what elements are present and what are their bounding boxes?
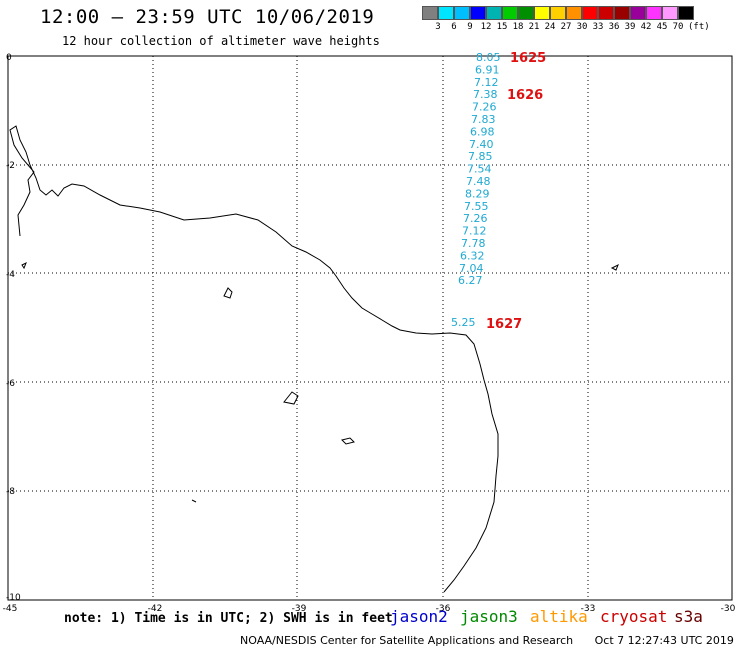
legend-swatch [662, 6, 678, 20]
map-title: 12:00 — 23:59 UTC 10/06/2019 [40, 6, 375, 28]
y-tick-label: -2 [6, 161, 15, 171]
legend-unit: (ft) [688, 22, 710, 32]
wave-height-label: 7.85 [468, 150, 493, 163]
legend-swatch [630, 6, 646, 20]
satellite-name: altika [530, 607, 588, 626]
wave-height-values: 8.056.917.127.387.267.836.987.407.857.54… [451, 51, 501, 329]
legend-labels: 3 6 9 12 15 18 21 24 27 30 33 36 39 42 45 70 (ft) [422, 22, 710, 32]
wave-height-label: 6.27 [458, 274, 483, 287]
pass-number-label: 1627 [486, 317, 522, 332]
pass-number-label: 1625 [510, 51, 546, 66]
y-tick-label: -10 [6, 593, 21, 603]
legend-label: 15 [496, 22, 508, 32]
footer-note: note: 1) Time is in UTC; 2) SWH is in fe… [64, 611, 393, 626]
island-d [21, 261, 27, 270]
wave-height-label: 7.83 [471, 113, 496, 126]
grid-lines [8, 56, 732, 600]
map-subtitle: 12 hour collection of altimeter wave hei… [62, 34, 380, 48]
island-a [223, 287, 233, 299]
x-tick-label: -39 [292, 604, 307, 614]
legend-swatch [470, 6, 486, 20]
legend-swatch [454, 6, 470, 20]
legend-swatch [486, 6, 502, 20]
satellite-name: jason2 [390, 607, 448, 626]
wave-height-label: 7.26 [472, 101, 497, 114]
legend-swatch [518, 6, 534, 20]
x-tick-label: -45 [3, 604, 18, 614]
wave-height-label: 7.04 [459, 262, 484, 275]
wave-height-label: 6.98 [470, 125, 495, 138]
map-frame [7, 55, 733, 601]
island-f [191, 499, 197, 503]
legend-label: 12 [480, 22, 492, 32]
wave-height-label: 6.32 [460, 249, 485, 262]
legend-label: 21 [528, 22, 540, 32]
legend-swatches [422, 6, 704, 20]
pass-number-label: 1626 [507, 88, 543, 103]
legend-label: 36 [608, 22, 620, 32]
legend-swatch [438, 6, 454, 20]
wave-height-label: 7.26 [463, 212, 488, 225]
legend-swatch [502, 6, 518, 20]
satellite-name: jason3 [460, 607, 518, 626]
legend-swatch [422, 6, 438, 20]
x-tick-label: -33 [581, 604, 596, 614]
pass-labels: 1625 1626 1627 [486, 51, 546, 332]
legend-swatch [598, 6, 614, 20]
credit-text: NOAA/NESDIS Center for Satellite Applica… [240, 634, 574, 647]
coastline [9, 125, 499, 593]
legend-swatch [614, 6, 630, 20]
legend-label: 6 [451, 22, 457, 32]
wave-height-label: 7.78 [461, 237, 486, 250]
island-c [341, 437, 355, 445]
wave-height-label: 7.48 [466, 175, 491, 188]
color-legend: 3 6 9 12 15 18 21 24 27 30 33 36 39 42 45 70 (ft) [422, 6, 710, 32]
y-tick-label: -8 [6, 487, 15, 497]
legend-label: 33 [592, 22, 604, 32]
legend-swatch [646, 6, 662, 20]
wave-height-label: 7.12 [462, 225, 487, 238]
satellite-name: s3a [674, 607, 703, 626]
legend-swatch [534, 6, 550, 20]
x-tick-label: -30 [721, 604, 736, 614]
y-axis-ticks: 0 -2 -4 -6 -8 -10 [6, 53, 21, 603]
legend-label: 70 [672, 22, 684, 32]
island-e [610, 263, 619, 271]
wave-height-label: 7.12 [474, 76, 499, 89]
credit-line: NOAA/NESDIS Center for Satellite Applica… [240, 634, 734, 647]
legend-label: 45 [656, 22, 668, 32]
legend-swatch [678, 6, 694, 20]
wave-height-label: 8.05 [476, 51, 501, 64]
legend-label: 24 [544, 22, 556, 32]
x-tick-label: -42 [148, 604, 163, 614]
credit-timestamp: Oct 7 12:27:43 UTC 2019 [594, 634, 734, 647]
legend-label: 27 [560, 22, 572, 32]
legend-label: 39 [624, 22, 636, 32]
y-tick-label: -6 [6, 379, 15, 389]
wave-height-label: 7.40 [469, 138, 494, 151]
wave-height-label: 5.25 [451, 316, 476, 329]
legend-label: 42 [640, 22, 652, 32]
legend-label: 18 [512, 22, 524, 32]
wave-height-label: 7.54 [467, 163, 492, 176]
wave-height-label: 7.55 [464, 200, 489, 213]
island-b [283, 391, 299, 405]
wave-height-label: 7.38 [473, 88, 498, 101]
legend-swatch [582, 6, 598, 20]
y-tick-label: 0 [6, 53, 12, 63]
legend-label: 3 [435, 22, 441, 32]
y-tick-label: -4 [6, 270, 15, 280]
legend-label: 9 [467, 22, 473, 32]
wave-height-label: 6.91 [475, 63, 500, 76]
wave-height-label: 8.29 [465, 187, 490, 200]
legend-swatch [550, 6, 566, 20]
x-tick-label: -36 [436, 604, 451, 614]
legend-label: 30 [576, 22, 588, 32]
x-axis-ticks: -45 -42 -39 -36 -33 -30 [3, 604, 736, 614]
satellite-name: cryosat [600, 607, 668, 626]
legend-swatch [566, 6, 582, 20]
